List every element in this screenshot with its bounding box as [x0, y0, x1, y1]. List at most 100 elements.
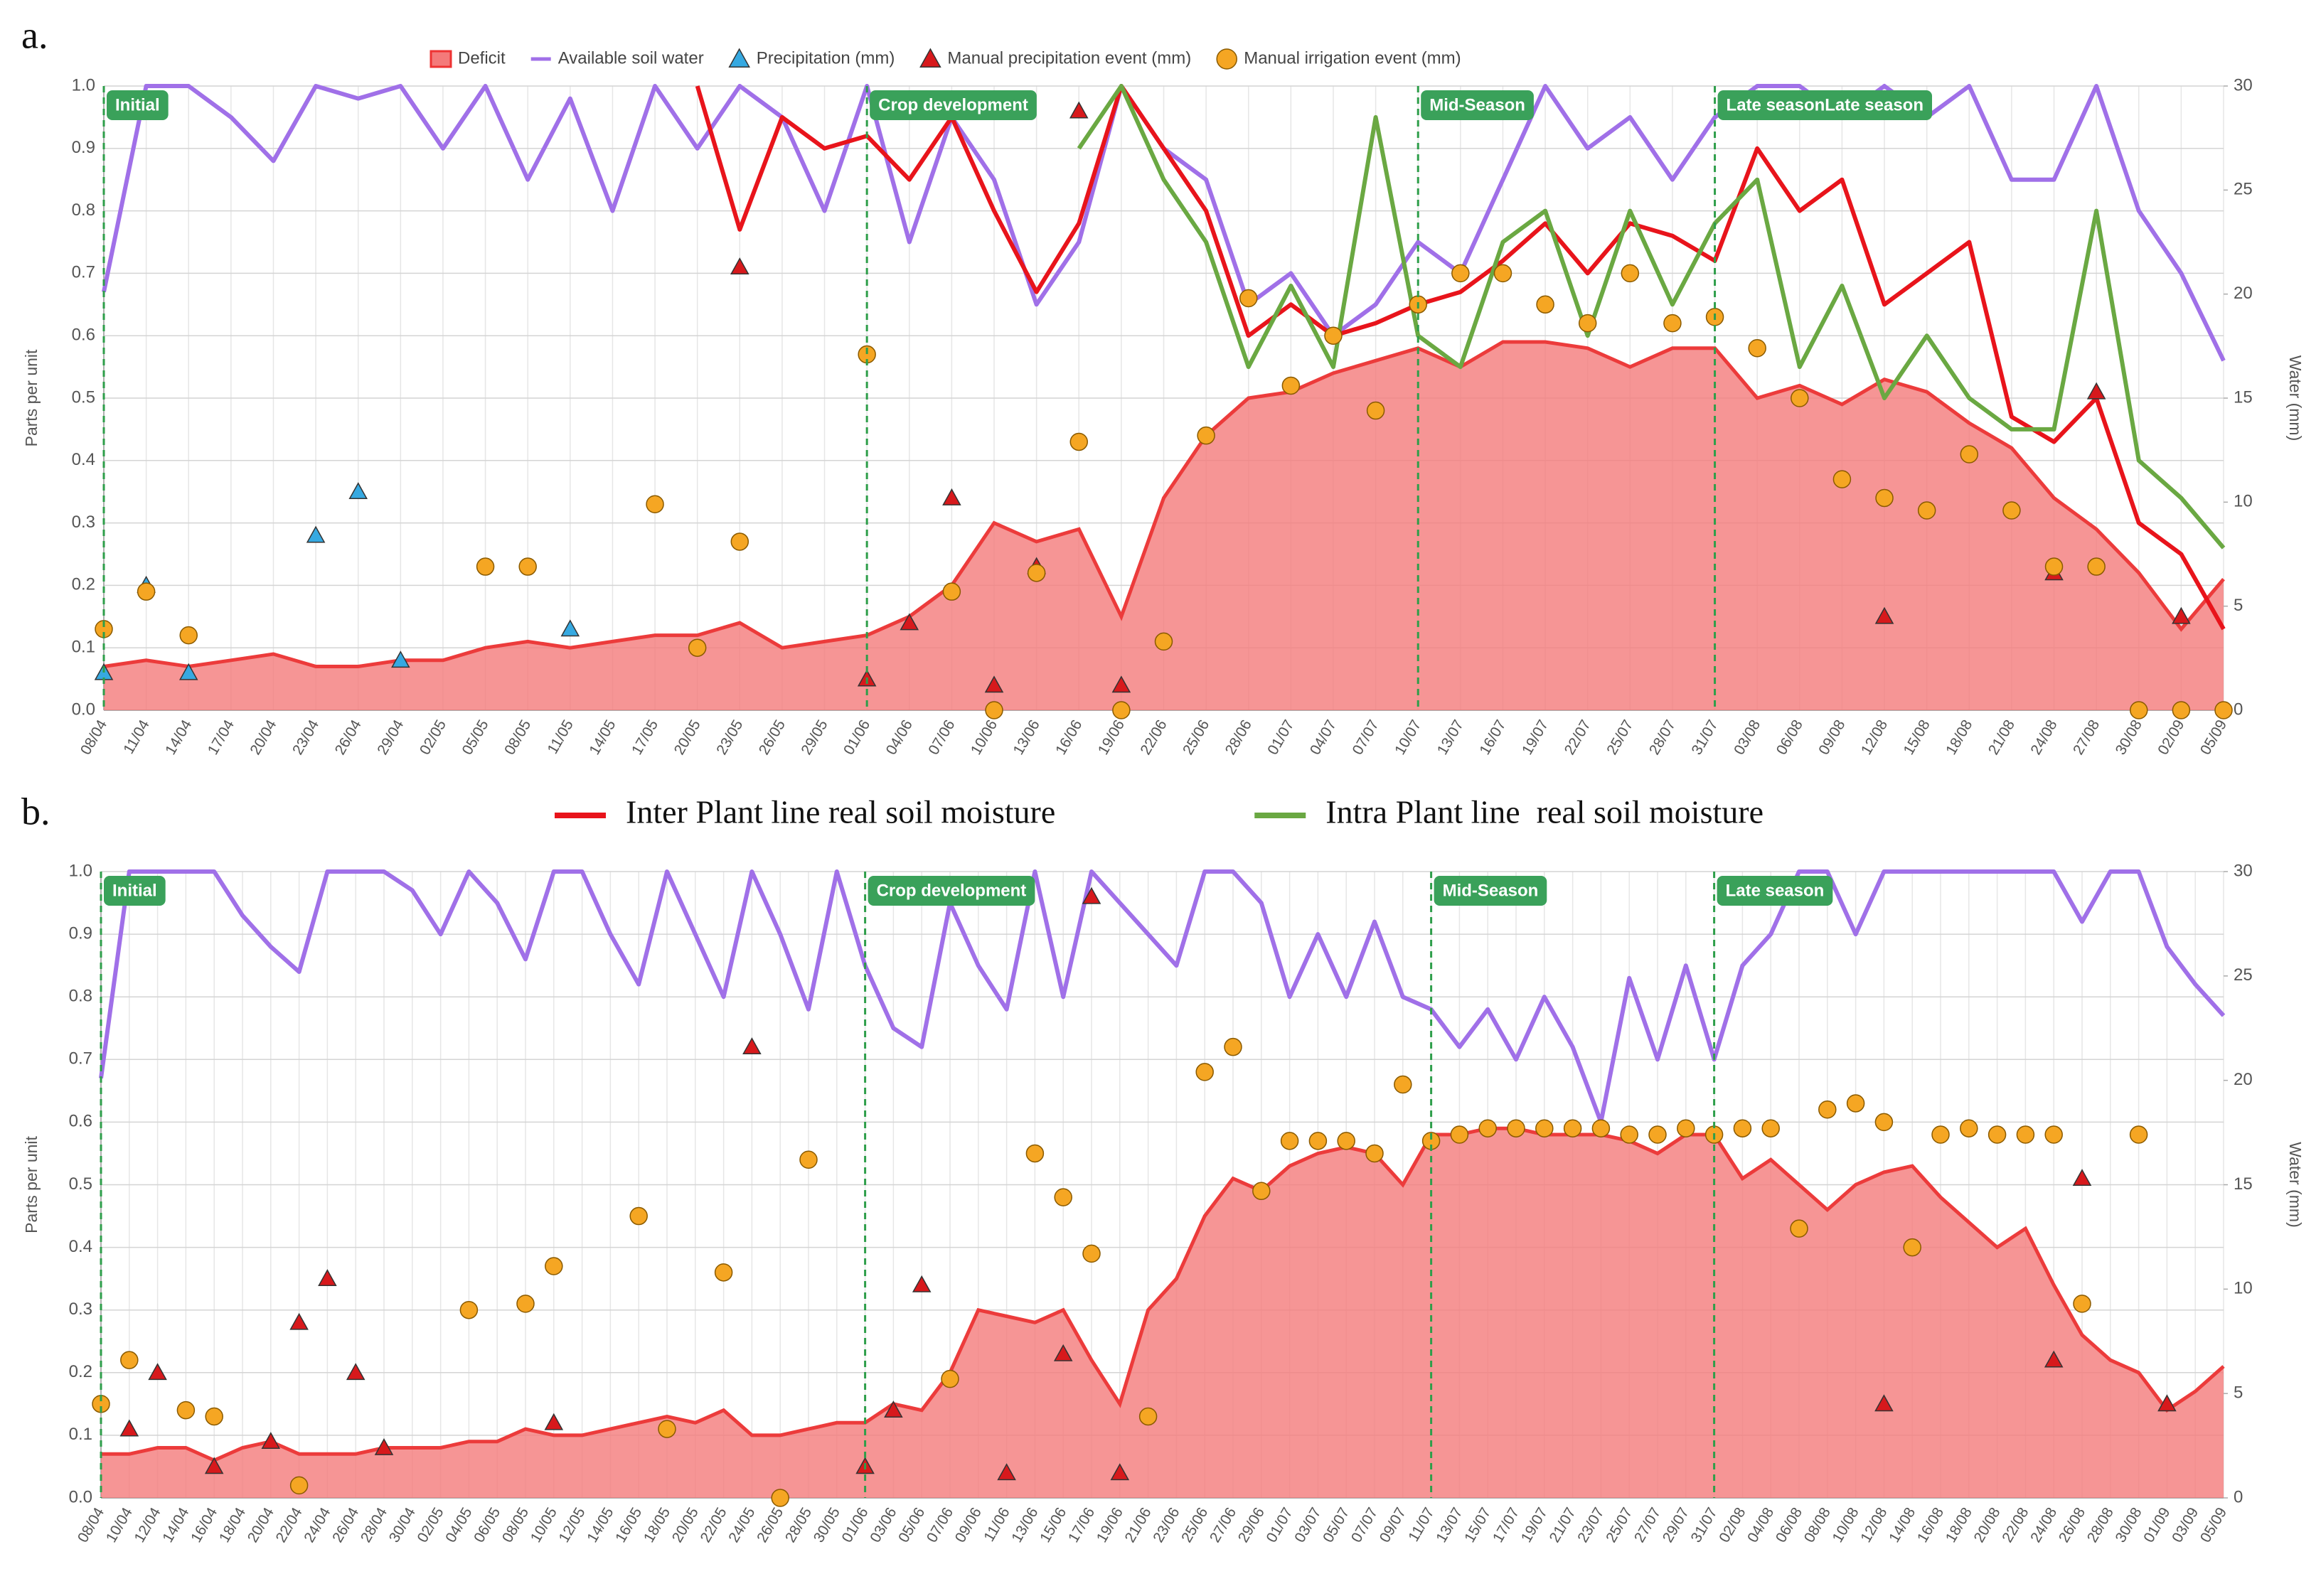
- y-tick-label: 0.1: [69, 1425, 92, 1444]
- circle-marker: [985, 701, 1003, 719]
- x-tick-label: 30/08: [2113, 717, 2145, 758]
- x-tick-label: 08/05: [501, 717, 534, 758]
- panel: b.08/0410/0412/0414/0416/0418/0420/0422/…: [21, 790, 2305, 1545]
- x-tick-label: 30/05: [811, 1505, 843, 1546]
- circle-marker: [1054, 1188, 1072, 1206]
- y-tick-label: 0.9: [69, 923, 92, 943]
- y-tick-label: 0.8: [69, 987, 92, 1006]
- y2-tick-label: 5: [2234, 1383, 2243, 1403]
- x-tick-label: 22/06: [1137, 717, 1170, 758]
- x-tick-label: 09/07: [1377, 1505, 1409, 1546]
- x-tick-label: 26/05: [754, 1505, 786, 1546]
- x-tick-label: 07/07: [1350, 717, 1382, 758]
- circle-marker: [179, 626, 198, 645]
- x-tick-label: 02/09: [2155, 717, 2187, 758]
- x-tick-label: 16/07: [1476, 717, 1509, 758]
- triangle-marker: [2157, 1394, 2177, 1412]
- triangle-marker: [1111, 675, 1131, 693]
- x-tick-label: 18/04: [216, 1505, 249, 1546]
- x-tick-label: 14/08: [1886, 1505, 1919, 1546]
- y2-tick-label: 10: [2234, 492, 2253, 511]
- x-tick-label: 27/07: [1631, 1505, 1664, 1546]
- x-tick-label: 18/08: [1943, 717, 1975, 758]
- x-tick-label: 15/08: [1901, 717, 1933, 758]
- triangle-marker: [391, 650, 410, 668]
- circle-marker: [1677, 1119, 1695, 1137]
- y-tick-label: 0.4: [72, 450, 95, 469]
- triangle-marker: [119, 1419, 139, 1437]
- circle-marker: [1082, 1244, 1101, 1263]
- x-tick-label: 23/05: [713, 717, 746, 758]
- y2-tick-label: 15: [2234, 1174, 2253, 1194]
- circle-marker: [658, 1420, 676, 1438]
- x-tick-label: 15/07: [1461, 1505, 1494, 1546]
- x-tick-label: 22/08: [1999, 1505, 2032, 1546]
- circle-marker: [1733, 1119, 1752, 1137]
- x-tick-label: 16/04: [188, 1505, 220, 1546]
- circle-marker: [1874, 1113, 1894, 1132]
- y2-tick-label: 25: [2234, 965, 2253, 985]
- circle-marker: [2002, 501, 2021, 520]
- x-tick-label: 20/04: [245, 1505, 277, 1546]
- y-tick-label: 0.6: [69, 1112, 92, 1131]
- stage-badge: [107, 90, 169, 120]
- x-tick-label: 29/04: [374, 717, 407, 758]
- legend-label: Intra Plant line real soil moisture: [1325, 794, 1764, 830]
- circle-marker: [1620, 1125, 1638, 1144]
- triangle-marker: [997, 1463, 1016, 1481]
- triangle-marker: [900, 613, 919, 631]
- y-axis-title: Parts per unit: [22, 349, 41, 446]
- x-tick-label: 23/06: [1150, 1505, 1183, 1546]
- circle-marker: [1591, 1119, 1611, 1137]
- y-tick-label: 0.3: [72, 513, 95, 532]
- x-tick-label: 25/07: [1604, 717, 1636, 758]
- y-axis-title: Parts per unit: [22, 1136, 41, 1233]
- x-tick-label: 17/05: [629, 717, 661, 758]
- y-tick-label: 0.7: [72, 263, 95, 282]
- circle-marker: [1536, 295, 1554, 314]
- circle-marker: [1931, 1125, 1950, 1144]
- panel: a. 08/04 11/04 14/04 17/04 20/04 23/04 26/04 29/…: [21, 14, 2305, 830]
- circle-marker: [2044, 1125, 2063, 1144]
- stage-label: Crop development: [878, 95, 1028, 114]
- circle-marker: [176, 1400, 196, 1420]
- x-tick-label: 08/04: [78, 717, 110, 758]
- circle-marker: [1903, 1238, 1921, 1257]
- x-tick-label: 20/08: [1971, 1505, 2004, 1546]
- circle-marker: [1563, 1119, 1582, 1137]
- x-tick-label: 13/07: [1433, 1505, 1466, 1546]
- circle-marker: [1790, 1219, 1808, 1238]
- stage-badge: [1434, 876, 1547, 906]
- legend-label: Deficit: [458, 48, 506, 68]
- x-tick-label: 28/08: [2084, 1505, 2117, 1546]
- y2-tick-label: 25: [2234, 180, 2253, 199]
- x-tick-label: 17/07: [1490, 1505, 1522, 1546]
- x-tick-label: 22/07: [1562, 717, 1594, 758]
- circle-marker: [1308, 1132, 1328, 1150]
- stage-badge: [868, 876, 1035, 906]
- stage-badge: [104, 876, 166, 906]
- circle-marker: [1507, 1119, 1525, 1137]
- legend-label: Available soil water: [558, 48, 704, 68]
- x-tick-label: 13/07: [1434, 717, 1467, 758]
- circle-marker: [205, 1407, 223, 1426]
- y-tick-label: 0.3: [69, 1300, 92, 1319]
- x-tick-label: 12/04: [132, 1505, 164, 1546]
- x-tick-label: 28/05: [782, 1505, 815, 1546]
- x-tick-label: 10/06: [968, 717, 1001, 758]
- circle-marker: [545, 1257, 563, 1275]
- circle-marker: [1846, 1094, 1865, 1113]
- y2-tick-label: 0: [2234, 1487, 2243, 1506]
- x-tick-label: 19/07: [1518, 1505, 1551, 1546]
- x-tick-label: 05/07: [1320, 1505, 1352, 1546]
- legend-label: Inter Plant line real soil moisture: [626, 794, 1055, 830]
- triangle-marker: [1110, 1463, 1130, 1481]
- stage-badge: [1717, 876, 1833, 906]
- x-tick-label: 14/04: [162, 717, 195, 758]
- y-tick-label: 0.2: [69, 1362, 92, 1381]
- x-tick-label: 02/05: [415, 1505, 447, 1546]
- circle-marker: [1535, 1119, 1554, 1137]
- legend-marker: [429, 50, 452, 68]
- circle-marker: [1478, 1119, 1497, 1137]
- x-tick-label: 08/08: [1801, 1505, 1834, 1546]
